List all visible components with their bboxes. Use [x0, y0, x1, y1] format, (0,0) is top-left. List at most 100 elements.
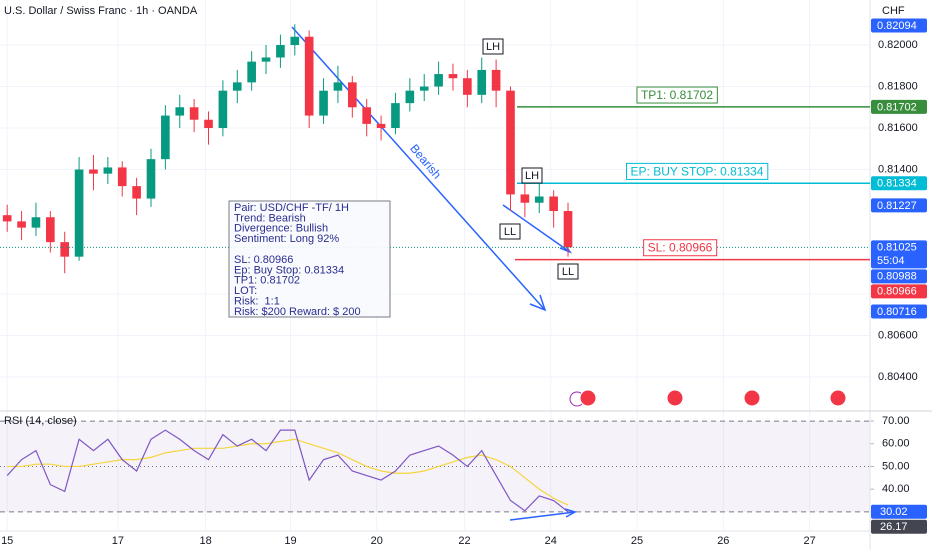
info-line: LOT: [234, 285, 257, 297]
x-tick-label: 20 [371, 535, 383, 547]
info-line: Risk: $200 Reward: $ 200 [234, 306, 361, 318]
price-tag-label: 0.80716 [877, 306, 917, 318]
x-tick-label: 17 [112, 535, 124, 547]
x-tick-label: 25 [631, 535, 643, 547]
candle-body [534, 196, 544, 203]
rsi-tag-label: 26.17 [880, 521, 908, 533]
info-line: Risk: 1:1 [234, 296, 280, 308]
candle-body [261, 57, 271, 62]
candle-body [89, 169, 98, 174]
x-tick-label: 18 [200, 535, 212, 547]
rsi-tick-label: 40.00 [882, 483, 910, 495]
price-tag-label: 0.81334 [877, 178, 917, 190]
candle-body [348, 82, 357, 108]
candle-body [204, 119, 213, 129]
marks [0, 24, 870, 513]
info-line: SL: 0.80966 [234, 254, 293, 266]
candle-body [276, 45, 285, 58]
overlays: TP1: 0.81702 EP: BUY STOP: 0.81334 SL: 0.8… [228, 18, 927, 534]
y-tick-label: 0.82000 [878, 39, 918, 51]
level-label: TP1: 0.81702 [641, 88, 713, 102]
price-tag [871, 99, 927, 114]
countdown: 55:04 [877, 255, 905, 267]
candle-body [117, 167, 127, 187]
candle-body [146, 159, 156, 199]
price-tag [871, 284, 927, 299]
grid: 151718192022242526270.804000.806000.8080… [0, 0, 918, 547]
price-tag [871, 18, 927, 33]
x-tick-label: 22 [458, 535, 470, 547]
candle-body [448, 74, 458, 79]
candle-body [391, 103, 400, 129]
price-tag-label: 0.81702 [877, 101, 917, 113]
chart-title: U.S. Dollar / Swiss Franc · 1h · OANDA [4, 5, 198, 17]
x-tick-label: 27 [803, 535, 815, 547]
rsi-title: RSI (14, close) [4, 415, 77, 427]
price-tag [871, 176, 927, 191]
candle-body [477, 69, 487, 95]
level-label: SL: 0.80966 [648, 241, 713, 255]
info-line: Trend: Bearish [234, 212, 306, 224]
y-tick-label: 0.81600 [878, 122, 918, 134]
candle-body [434, 74, 443, 87]
candle-body [17, 221, 26, 228]
y-tick-label: 0.81400 [878, 163, 918, 175]
rsi-line [6, 429, 569, 513]
candle-body [232, 82, 242, 91]
swing-label: LH [486, 41, 500, 53]
candle-body [2, 215, 12, 222]
price-tag-label: 0.81227 [877, 200, 917, 212]
rsi-ma-line [7, 438, 569, 506]
candle-body [319, 90, 328, 116]
bearish-arrow [291, 26, 546, 311]
level-label-box [636, 86, 718, 104]
swing-label: LL [562, 266, 574, 278]
x-tick-label: 26 [717, 535, 729, 547]
event-icon[interactable] [579, 389, 597, 407]
candle-body [463, 78, 472, 95]
candle-body [419, 86, 429, 91]
level-label: EP: BUY STOP: 0.81334 [631, 164, 764, 178]
candle-body [218, 90, 228, 129]
candle-body [46, 217, 55, 243]
candle-body [362, 107, 372, 124]
candle-body [333, 82, 343, 91]
info-line: Pair: USD/CHF -TF/ 1H [234, 202, 349, 214]
event-icon[interactable] [666, 389, 684, 407]
info-line: Divergence: Bullish [234, 223, 328, 235]
rsi-tag-label: 30.02 [880, 506, 908, 518]
event-icon[interactable] [743, 389, 761, 407]
rsi-tick-label: 70.00 [882, 415, 910, 427]
level-label-box [643, 239, 718, 257]
candle-body [290, 36, 300, 46]
price-tag-label: 0.80988 [877, 271, 917, 283]
arrow-head [529, 294, 547, 312]
candle-body [161, 115, 170, 160]
swing-label-box [482, 38, 504, 55]
candle-body [247, 61, 256, 83]
x-tick-label: 19 [284, 535, 296, 547]
y-tick-label: 0.80600 [878, 329, 918, 341]
price-tag [871, 269, 927, 284]
price-tag [871, 240, 927, 269]
candle-body [549, 196, 558, 212]
candle-body [506, 90, 515, 195]
trendline [502, 204, 571, 253]
swing-label-box [557, 263, 579, 280]
candle-body [103, 167, 113, 174]
info-line: Sentiment: Long 92% [234, 233, 339, 245]
y-axis-label: CHF [882, 5, 905, 17]
rsi-tag [871, 519, 927, 534]
candle-body [60, 242, 70, 257]
swing-label-box [521, 167, 543, 184]
candle-body [376, 123, 386, 129]
price-tag [871, 304, 927, 319]
swing-label: LL [504, 226, 516, 238]
y-tick-label: 0.81800 [878, 80, 918, 92]
candle-body [132, 186, 141, 199]
x-tick-label: 15 [1, 535, 13, 547]
swing-label: LH [525, 170, 539, 182]
candle-body [520, 194, 530, 203]
event-icon[interactable] [829, 389, 847, 407]
